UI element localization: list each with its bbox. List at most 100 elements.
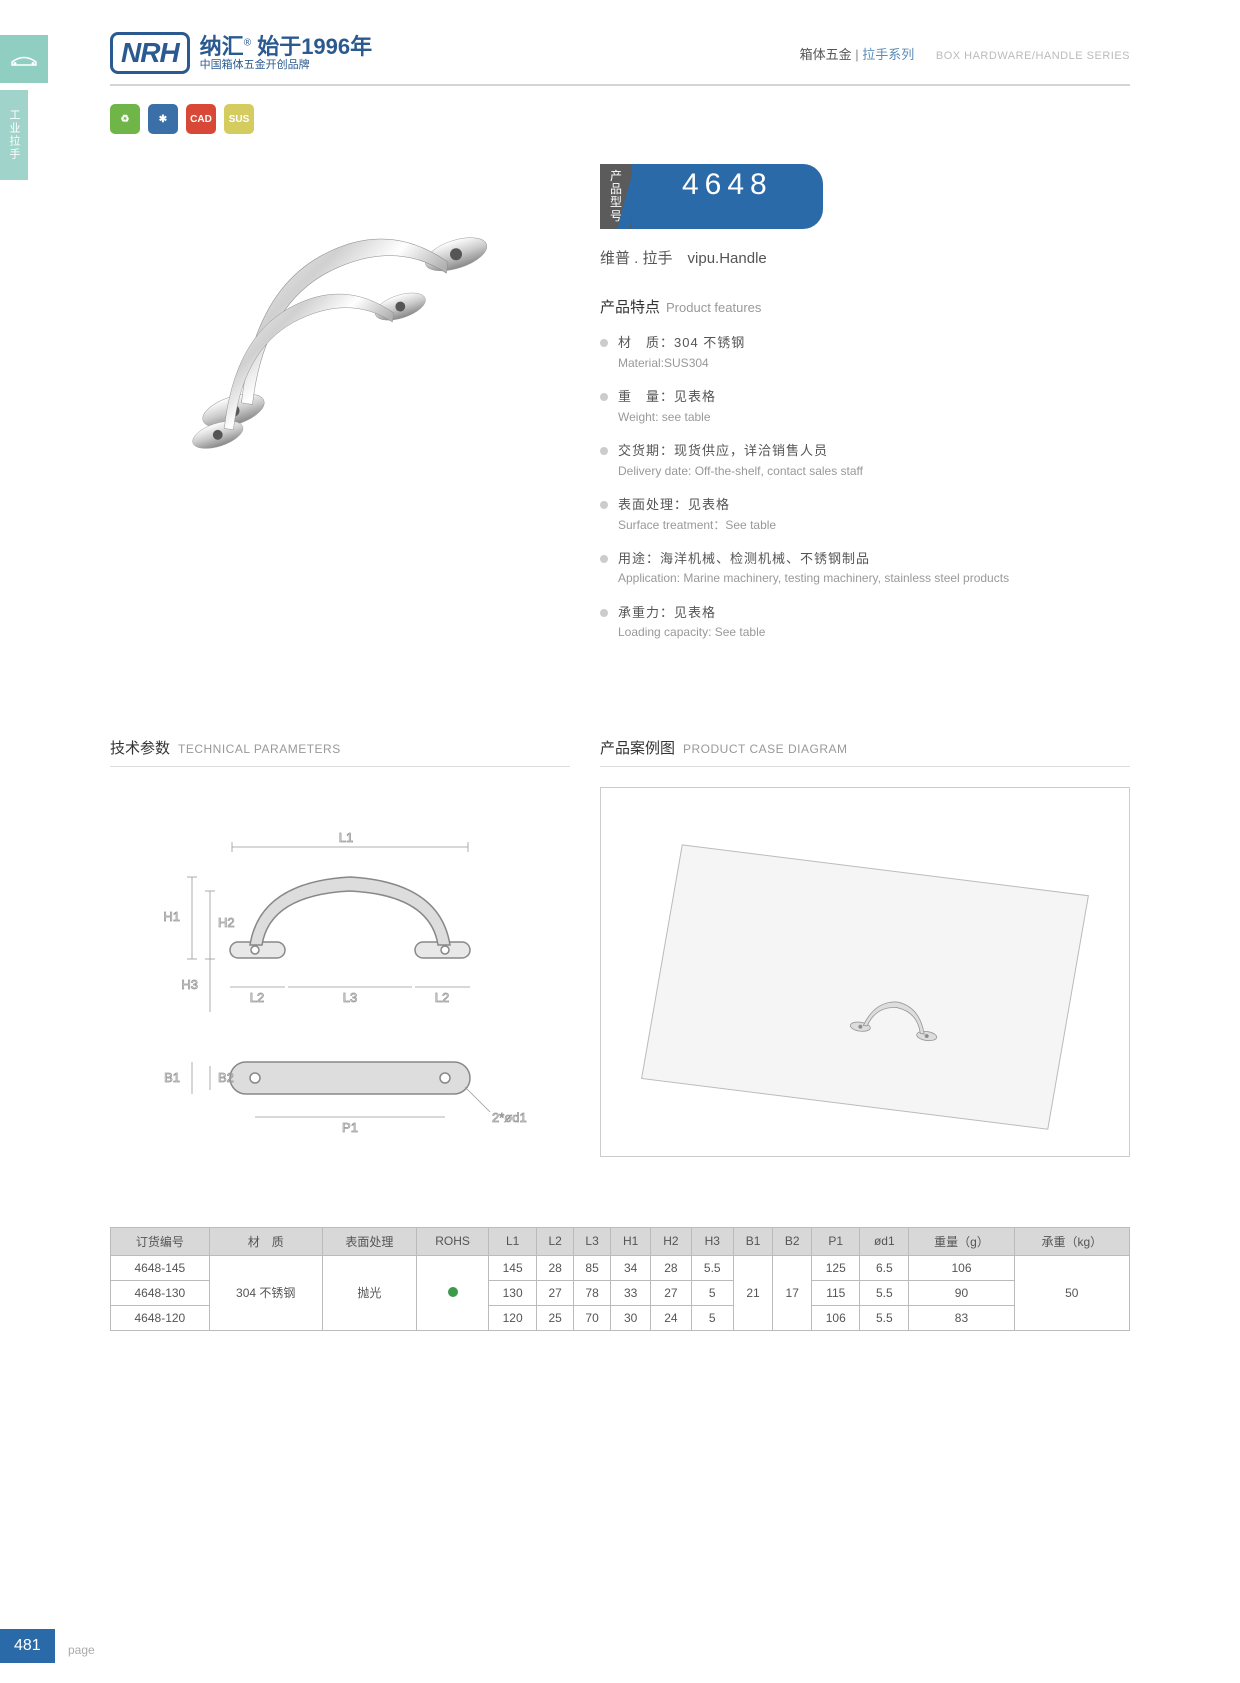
section-titles: 技术参数TECHNICAL PARAMETERS 产品案例图PRODUCT CA…	[0, 657, 1240, 767]
svg-text:H2: H2	[218, 915, 235, 930]
table-cell: 90	[909, 1280, 1014, 1305]
table-cell: 28	[537, 1255, 574, 1280]
model-number: 4648	[632, 164, 823, 229]
table-header: B1	[733, 1227, 772, 1255]
table-cell: 83	[909, 1305, 1014, 1330]
table-cell: 130	[489, 1280, 537, 1305]
logo: NRH 纳汇® 始于1996年 中国箱体五金开创品牌	[110, 32, 372, 74]
table-cell: 5.5	[691, 1255, 733, 1280]
svg-text:L1: L1	[339, 830, 353, 845]
table-header: 材 质	[209, 1227, 322, 1255]
svg-text:P1: P1	[342, 1120, 358, 1135]
table-cell: 25	[537, 1305, 574, 1330]
table-header: ød1	[860, 1227, 909, 1255]
logo-cn: 纳汇® 始于1996年	[200, 35, 372, 59]
table-header: 订货编号	[111, 1227, 210, 1255]
table-header: P1	[812, 1227, 860, 1255]
table-cell: 145	[489, 1255, 537, 1280]
svg-text:H1: H1	[163, 909, 180, 924]
side-tab-label: 工业拉手	[0, 90, 28, 180]
table-header: H1	[611, 1227, 651, 1255]
table-header: B2	[773, 1227, 812, 1255]
table-header: L1	[489, 1227, 537, 1255]
table-header: L3	[574, 1227, 611, 1255]
table-cell: 5.5	[860, 1280, 909, 1305]
product-photo	[110, 154, 570, 574]
table-cell: 106	[812, 1305, 860, 1330]
table-cell: 4648-120	[111, 1305, 210, 1330]
svg-text:L3: L3	[343, 990, 357, 1005]
feature-item: 用途：海洋机械、检测机械、不锈钢制品Application: Marine ma…	[600, 549, 1130, 589]
table-cell: 30	[611, 1305, 651, 1330]
eco-badge-icon: ♻	[110, 104, 140, 134]
table-cell: 304 不锈钢	[209, 1255, 322, 1330]
table-cell: 24	[651, 1305, 691, 1330]
feature-item: 交货期：现货供应，详洽销售人员Delivery date: Off-the-sh…	[600, 441, 1130, 481]
table-header: 承重（kg）	[1014, 1227, 1129, 1255]
tool-badge-icon: ✱	[148, 104, 178, 134]
table-header: H2	[651, 1227, 691, 1255]
table-cell: 抛光	[322, 1255, 416, 1330]
svg-text:L2: L2	[250, 990, 264, 1005]
page-label: page	[68, 1643, 95, 1657]
table-cell: 5	[691, 1280, 733, 1305]
table-cell: 21	[733, 1255, 772, 1330]
product-case-diagram	[600, 787, 1130, 1157]
table-cell: 5.5	[860, 1305, 909, 1330]
badge-row: ♻ ✱ CAD SUS	[0, 86, 1240, 134]
product-name: 维普 . 拉手 vipu.Handle	[600, 247, 1130, 268]
table-cell: 125	[812, 1255, 860, 1280]
table-header: 重量（g）	[909, 1227, 1014, 1255]
catalog-page: 工业拉手 NRH 纳汇® 始于1996年 中国箱体五金开创品牌 箱体五金 | 拉…	[0, 0, 1240, 1683]
side-tab-icon	[0, 35, 48, 83]
table-cell: 70	[574, 1305, 611, 1330]
cad-badge-icon: CAD	[186, 104, 216, 134]
feature-list: 材 质：304 不锈钢Material:SUS304 重 量：见表格Weight:…	[600, 333, 1130, 643]
feature-item: 材 质：304 不锈钢Material:SUS304	[600, 333, 1130, 373]
table-header: ROHS	[416, 1227, 488, 1255]
page-header: NRH 纳汇® 始于1996年 中国箱体五金开创品牌 箱体五金 | 拉手系列 B…	[0, 0, 1240, 74]
table-header: H3	[691, 1227, 733, 1255]
table-header: L2	[537, 1227, 574, 1255]
tech-params-title: 技术参数TECHNICAL PARAMETERS	[110, 737, 570, 767]
technical-diagram: L1 H1 H2 L2 L3 L2 H3 B1 B2	[110, 787, 570, 1157]
model-badge: 产品型号 4648	[600, 164, 1130, 229]
table-cell: 33	[611, 1280, 651, 1305]
table-cell: 17	[773, 1255, 812, 1330]
logo-abbr: NRH	[110, 32, 190, 74]
table-cell: 120	[489, 1305, 537, 1330]
feature-item: 承重力：见表格Loading capacity: See table	[600, 603, 1130, 643]
svg-text:L2: L2	[435, 990, 449, 1005]
table-cell: 85	[574, 1255, 611, 1280]
svg-text:B2: B2	[218, 1070, 234, 1085]
svg-text:H3: H3	[181, 977, 198, 992]
table-cell: 50	[1014, 1255, 1129, 1330]
svg-text:B1: B1	[164, 1070, 180, 1085]
table-cell: 78	[574, 1280, 611, 1305]
table-cell: 115	[812, 1280, 860, 1305]
table-cell: 34	[611, 1255, 651, 1280]
table-cell: 106	[909, 1255, 1014, 1280]
table-cell: 5	[691, 1305, 733, 1330]
spec-table: 订货编号材 质表面处理ROHSL1L2L3H1H2H3B1B2P1ød1重量（g…	[0, 1157, 1240, 1331]
feature-item: 重 量：见表格Weight: see table	[600, 387, 1130, 427]
table-header: 表面处理	[322, 1227, 416, 1255]
diagrams-row: L1 H1 H2 L2 L3 L2 H3 B1 B2	[0, 767, 1240, 1157]
table-cell: 27	[651, 1280, 691, 1305]
rohs-dot-icon	[448, 1287, 458, 1297]
table-cell: 4648-130	[111, 1280, 210, 1305]
breadcrumb: 箱体五金 | 拉手系列 BOX HARDWARE/HANDLE SERIES	[800, 44, 1130, 63]
table-cell: 28	[651, 1255, 691, 1280]
logo-sub: 中国箱体五金开创品牌	[200, 59, 372, 71]
svg-text:2*ød1: 2*ød1	[492, 1110, 527, 1125]
case-diagram-title: 产品案例图PRODUCT CASE DIAGRAM	[600, 737, 1130, 767]
table-cell	[416, 1255, 488, 1330]
product-row: 产品型号 4648 维普 . 拉手 vipu.Handle 产品特点Produc…	[0, 134, 1240, 657]
feature-item: 表面处理：见表格Surface treatment：See table	[600, 495, 1130, 535]
table-cell: 27	[537, 1280, 574, 1305]
table-row: 4648-145304 不锈钢抛光145288534285.521171256.…	[111, 1255, 1130, 1280]
sus-badge-icon: SUS	[224, 104, 254, 134]
page-number: 481	[0, 1629, 55, 1663]
features-title: 产品特点Product features	[600, 296, 1130, 317]
table-cell: 4648-145	[111, 1255, 210, 1280]
